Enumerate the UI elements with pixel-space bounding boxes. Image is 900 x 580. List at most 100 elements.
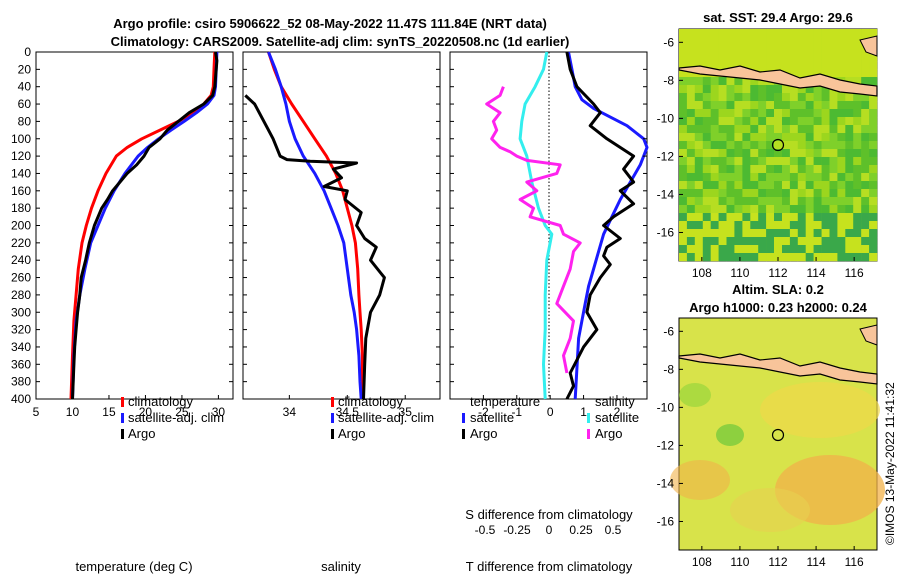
- sst-cell: [782, 157, 791, 166]
- sst-cell: [813, 189, 822, 198]
- sst-cell: [742, 213, 751, 222]
- sst-cell: [782, 45, 791, 54]
- sst-cell: [718, 109, 727, 118]
- sst-cell: [837, 69, 846, 78]
- sst-cell: [702, 237, 711, 246]
- sst-cell: [837, 133, 846, 142]
- java-coastline: [678, 65, 878, 97]
- sst-cell: [861, 237, 870, 246]
- sst-cell: [726, 157, 735, 166]
- sst-cell: [821, 173, 830, 182]
- sst-cell: [694, 173, 703, 182]
- sst-cell: [869, 69, 878, 78]
- sst-cell: [797, 205, 806, 214]
- sst-cell: [861, 109, 870, 118]
- sst-cell: [805, 149, 814, 158]
- sst-cell: [742, 181, 751, 190]
- sst-cell: [734, 37, 743, 46]
- salinity-xlabel: salinity: [321, 559, 361, 574]
- sst-cell: [805, 109, 814, 118]
- sst-color-field: [679, 29, 878, 262]
- sst-cell: [758, 189, 767, 198]
- sst-cell: [726, 221, 735, 230]
- sst-cell: [718, 117, 727, 126]
- sst-cell: [813, 253, 822, 262]
- sst-cell: [813, 85, 822, 94]
- sst-cell: [702, 101, 711, 110]
- sst-cell: [853, 117, 862, 126]
- sst-cell: [750, 181, 759, 190]
- sst-cell: [813, 229, 822, 238]
- sst-cell: [861, 229, 870, 238]
- sst-cell: [821, 53, 830, 62]
- legend-swatch-argo: [331, 429, 334, 439]
- sst-cell: [710, 165, 719, 174]
- sst-cell: [805, 125, 814, 134]
- sst-cell: [805, 237, 814, 246]
- sst-cell: [758, 77, 767, 86]
- sst-cell: [853, 101, 862, 110]
- sst-cell: [686, 253, 696, 262]
- sst-cell: [853, 125, 862, 134]
- sst-cell: [766, 109, 775, 118]
- sst-cell: [861, 197, 870, 206]
- sst-cell: [702, 253, 711, 262]
- sst-cell: [845, 197, 854, 206]
- legend-temperature-title: temperature: [470, 394, 540, 409]
- top-tick-label: 0: [546, 523, 553, 537]
- sst-cell: [758, 213, 767, 222]
- sst-cell: [742, 109, 751, 118]
- sst-cell: [869, 93, 878, 102]
- top-tick-label: -0.5: [475, 523, 496, 537]
- sst-cell: [845, 245, 854, 254]
- sst-cell: [710, 101, 719, 110]
- lon-tick-label: 114: [807, 266, 826, 280]
- sst-cell: [789, 125, 799, 134]
- sst-cell: [861, 189, 870, 198]
- sst-cell: [742, 165, 751, 174]
- sst-cell: [869, 237, 878, 246]
- sst-cell: [718, 141, 727, 150]
- sst-cell: [821, 213, 830, 222]
- sst-cell: [742, 37, 751, 46]
- sst-cell: [718, 77, 727, 86]
- sst-cell: [837, 53, 846, 62]
- sst-map-panel: sat. SST: 29.4 Argo: 29.6 -6-8-10-12-14-…: [657, 10, 878, 280]
- sst-cell: [869, 61, 878, 70]
- sst-cell: [750, 165, 759, 174]
- sst-cell: [742, 141, 751, 150]
- sst-cell: [774, 237, 783, 246]
- sst-cell: [782, 253, 791, 262]
- sst-cell: [821, 165, 830, 174]
- sst-cell: [710, 237, 719, 246]
- sst-cell: [686, 173, 696, 182]
- sst-cell: [774, 181, 783, 190]
- sst-cell: [837, 157, 846, 166]
- sst-cell: [679, 221, 688, 230]
- sst-cell: [789, 45, 799, 54]
- sst-cell: [686, 37, 696, 46]
- sst-cell: [869, 77, 878, 86]
- sst-cell: [829, 213, 838, 222]
- sst-cell: [750, 197, 759, 206]
- sst-cell: [718, 53, 727, 62]
- sst-cell: [734, 117, 743, 126]
- sst-cell: [758, 29, 767, 38]
- sla-lat-ticks: -6 -8 -10 -12 -14 -16: [657, 324, 683, 528]
- legend-climatology: climatology: [338, 394, 404, 409]
- sst-cell: [694, 61, 703, 70]
- sst-cell: [679, 37, 688, 46]
- sst-cell: [829, 29, 838, 38]
- sst-cell: [853, 69, 862, 78]
- sst-cell: [766, 173, 775, 182]
- sst-cell: [782, 101, 791, 110]
- sst-cell: [789, 109, 799, 118]
- sst-cell: [734, 29, 743, 38]
- sst-cell: [766, 157, 775, 166]
- sst-cell: [710, 45, 719, 54]
- sst-cell: [805, 221, 814, 230]
- sst-cell: [702, 93, 711, 102]
- sst-cell: [805, 173, 814, 182]
- sst-cell: [726, 117, 735, 126]
- sst-cell: [750, 213, 759, 222]
